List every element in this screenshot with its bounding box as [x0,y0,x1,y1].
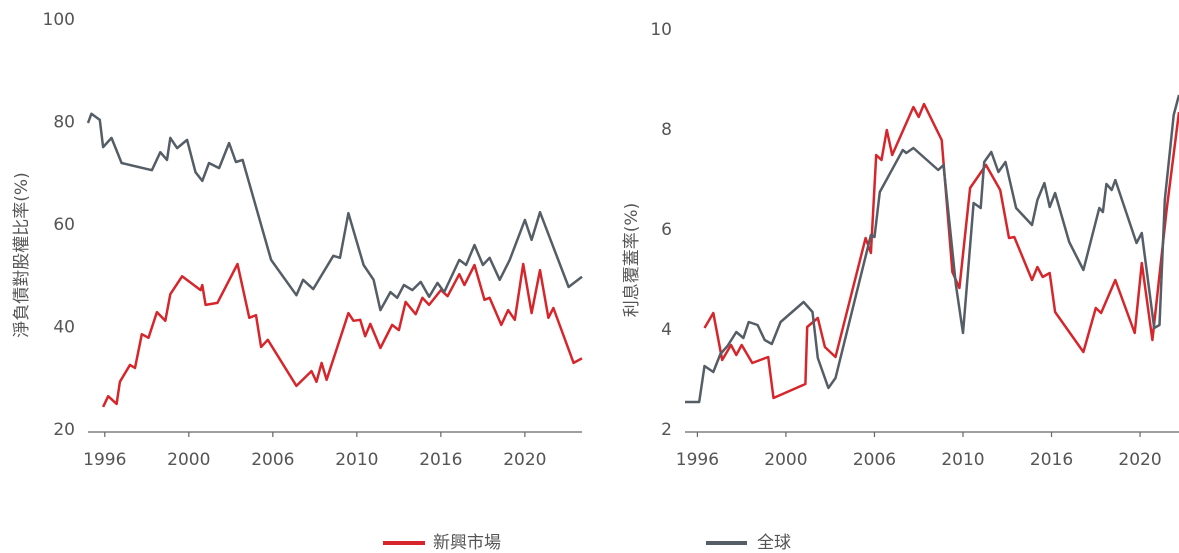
y-tick-label: 60 [53,215,75,235]
x-tick-label: 2010 [335,450,378,470]
series-line [703,102,1179,400]
series-line [685,94,1179,404]
y-tick-label: 80 [53,113,75,133]
y-tick-label: 10 [650,20,672,40]
y-tick-label: 100 [43,10,75,30]
y-tick-label: 4 [661,320,672,340]
y-tick-label: 40 [53,318,75,338]
x-tick-label: 2000 [167,450,210,470]
legend-label: 全球 [757,533,791,553]
x-tick-label: 1996 [676,450,719,470]
x-tick-label: 2000 [764,450,807,470]
x-tick-label: 2016 [1030,450,1073,470]
y-axis-label: 利息覆蓋率(%) [622,203,642,317]
x-tick-label: 2006 [853,450,896,470]
y-tick-label: 6 [661,220,672,240]
y-tick-label: 2 [661,420,672,440]
y-tick-label: 20 [53,420,75,440]
series-line [86,112,583,312]
x-tick-label: 2006 [251,450,294,470]
x-tick-label: 2020 [503,450,546,470]
y-axis-label: 淨負債對股權比率(%) [12,172,32,337]
series-line [101,262,583,408]
x-tick-label: 1996 [83,450,126,470]
legend-label: 新興市場 [433,533,501,553]
x-tick-label: 2016 [419,450,462,470]
y-tick-label: 8 [661,120,672,140]
x-tick-label: 2020 [1118,450,1161,470]
x-tick-label: 2010 [941,450,984,470]
